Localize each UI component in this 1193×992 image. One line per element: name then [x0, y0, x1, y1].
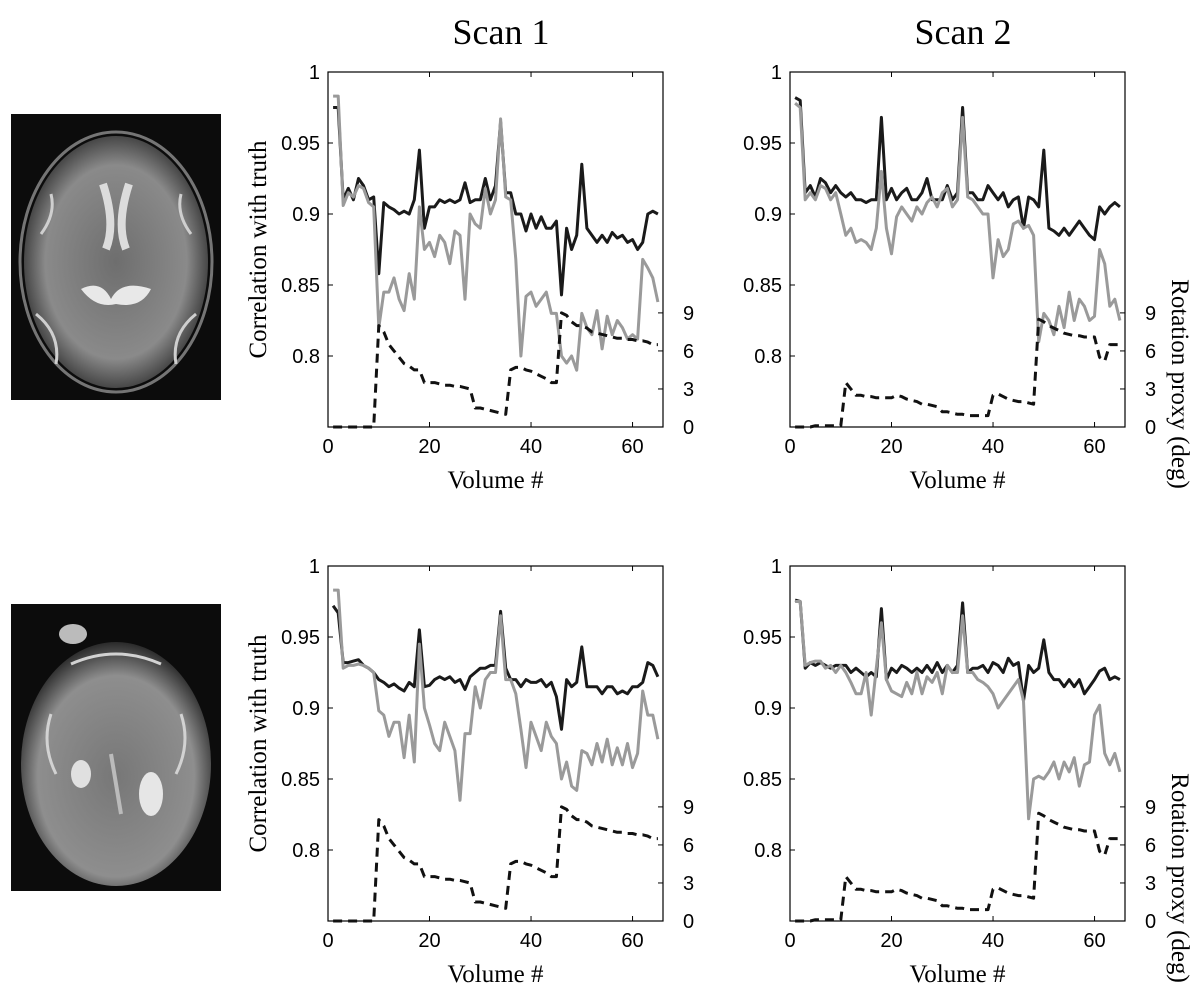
series-line-gray-solid — [795, 600, 1122, 821]
series-line-black-solid — [794, 598, 1121, 703]
y-tick-label: 0.8 — [292, 840, 320, 862]
x-axis-label: Volume # — [909, 961, 1006, 988]
y2-tick-label: 3 — [683, 379, 694, 401]
series-line-gray-solid — [333, 94, 660, 372]
y2-tick-label: 6 — [683, 341, 694, 363]
y-tick-label: 1 — [771, 62, 782, 84]
y-tick-label: 0.95 — [743, 133, 782, 155]
x-tick-label: 40 — [982, 930, 1004, 952]
y2-tick-label: 3 — [1145, 379, 1156, 401]
series-line-black-dashed — [333, 805, 658, 923]
x-tick-label: 0 — [322, 930, 333, 952]
x-tick-label: 60 — [1083, 436, 1105, 458]
x-tick-label: 0 — [784, 930, 795, 952]
column-title-scan-1: Scan 1 — [453, 12, 550, 52]
x-tick-label: 20 — [418, 930, 440, 952]
y2-tick-label: 3 — [683, 873, 694, 895]
y-tick-label: 1 — [309, 556, 320, 578]
column-title-scan-2: Scan 2 — [915, 12, 1012, 52]
y-tick-label: 0.85 — [743, 769, 782, 791]
x-tick-label: 20 — [880, 930, 902, 952]
x-axis-label: Volume # — [909, 467, 1006, 494]
y2-tick-label: 9 — [1145, 303, 1156, 325]
series-line-black-dashed — [333, 311, 658, 429]
x-tick-label: 60 — [621, 436, 643, 458]
y-axis-label: Correlation with truth — [245, 140, 272, 359]
plot-frame — [789, 71, 1126, 428]
y-tick-label: 0.85 — [743, 275, 782, 297]
x-axis-label: Volume # — [447, 961, 544, 988]
y-tick-label: 0.95 — [281, 133, 320, 155]
y-tick-label: 1 — [309, 62, 320, 84]
y2-tick-label: 0 — [1145, 911, 1156, 933]
series-line-gray-solid — [794, 102, 1122, 344]
y-tick-label: 0.8 — [754, 346, 782, 368]
y2-tick-label: 0 — [683, 911, 694, 933]
right-axis-label-row-1: Rotation proxy (deg) — [1166, 279, 1193, 489]
right-axis-label-row-2: Rotation proxy (deg) — [1166, 773, 1193, 983]
x-tick-label: 40 — [520, 930, 542, 952]
series-line-black-dashed — [795, 317, 1120, 429]
series-line-black-solid — [794, 96, 1121, 242]
x-tick-label: 0 — [322, 436, 333, 458]
y-tick-label: 0.85 — [281, 275, 320, 297]
y-tick-label: 0.95 — [281, 627, 320, 649]
series-line-black-dashed — [795, 811, 1120, 923]
y2-tick-label: 6 — [683, 835, 694, 857]
x-tick-label: 40 — [982, 436, 1004, 458]
x-tick-label: 40 — [520, 436, 542, 458]
plot-frame — [789, 565, 1126, 922]
x-tick-label: 60 — [621, 930, 643, 952]
y-tick-label: 0.8 — [292, 346, 320, 368]
y-tick-label: 0.9 — [754, 204, 782, 226]
chart-r2-c1: 0 20 40 60 1 0.95 0.9 0.85 0.8 9 6 3 0 Volume # Correl… — [245, 556, 694, 988]
mri-thumbnail-top — [11, 114, 221, 400]
x-tick-label: 0 — [784, 436, 795, 458]
y2-tick-label: 0 — [683, 417, 694, 439]
y2-tick-label: 9 — [683, 797, 694, 819]
y2-tick-label: 6 — [1145, 835, 1156, 857]
mri-thumbnail-bottom — [11, 604, 221, 891]
chart-r1-c2: 0 20 40 60 1 0.95 0.9 0.85 0.8 9 6 3 0 Volume # — [743, 62, 1156, 494]
plot-frame — [327, 565, 664, 922]
mri-image-top — [18, 130, 214, 394]
y-tick-label: 0.8 — [754, 840, 782, 862]
series-line-gray-solid — [333, 588, 660, 802]
y-tick-label: 0.9 — [292, 698, 320, 720]
plot-frame — [327, 71, 664, 428]
mri-image-bottom — [21, 624, 211, 886]
y2-tick-label: 9 — [683, 303, 694, 325]
y-tick-label: 1 — [771, 556, 782, 578]
x-tick-label: 20 — [880, 436, 902, 458]
y-tick-label: 0.85 — [281, 769, 320, 791]
y2-tick-label: 0 — [1145, 417, 1156, 439]
y-tick-label: 0.9 — [754, 698, 782, 720]
y2-tick-label: 9 — [1145, 797, 1156, 819]
y2-tick-label: 3 — [1145, 873, 1156, 895]
chart-r1-c1: 0 20 40 60 1 0.95 0.9 0.85 0.8 9 6 3 0 Volume # Correl… — [245, 62, 694, 494]
y2-tick-label: 6 — [1145, 341, 1156, 363]
x-tick-label: 60 — [1083, 930, 1105, 952]
y-tick-label: 0.95 — [743, 627, 782, 649]
y-axis-label: Correlation with truth — [245, 634, 272, 853]
y-tick-label: 0.9 — [292, 204, 320, 226]
chart-r2-c2: 0 20 40 60 1 0.95 0.9 0.85 0.8 9 6 3 0 Volume # — [743, 556, 1156, 988]
x-axis-label: Volume # — [447, 467, 544, 494]
x-tick-label: 20 — [418, 436, 440, 458]
